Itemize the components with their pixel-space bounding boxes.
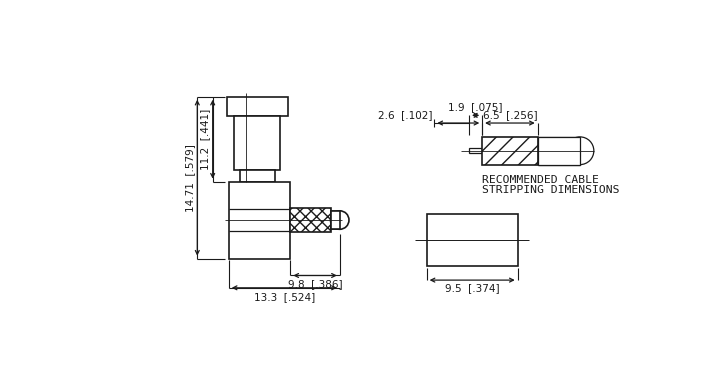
Bar [330, 211, 340, 229]
Bar [290, 208, 330, 232]
Ellipse shape [566, 137, 594, 165]
Bar [240, 170, 275, 182]
Bar [229, 182, 290, 259]
Bar [469, 149, 482, 153]
Bar [538, 137, 580, 165]
Text: 11.2  [.441]: 11.2 [.441] [200, 108, 210, 170]
Bar [227, 97, 288, 116]
Bar [482, 137, 538, 165]
Text: 9.8  [.386]: 9.8 [.386] [288, 279, 343, 289]
Bar [538, 137, 580, 165]
Ellipse shape [330, 211, 349, 229]
Text: RECOMMENDED CABLE: RECOMMENDED CABLE [482, 176, 599, 185]
Text: 14.71  [.579]: 14.71 [.579] [185, 144, 195, 212]
Bar [234, 116, 281, 170]
Text: 1.9  [.075]: 1.9 [.075] [449, 102, 503, 112]
Text: 13.3  [.524]: 13.3 [.524] [253, 292, 315, 301]
Text: 2.6  [.102]: 2.6 [.102] [378, 110, 432, 120]
Bar [427, 214, 518, 266]
Text: 6.5  [.256]: 6.5 [.256] [482, 110, 537, 120]
Text: STRIPPING DIMENSIONS: STRIPPING DIMENSIONS [482, 184, 620, 195]
Bar [538, 137, 580, 165]
Bar [330, 211, 340, 229]
Bar [330, 211, 340, 229]
Text: 9.5  [.374]: 9.5 [.374] [445, 283, 500, 293]
